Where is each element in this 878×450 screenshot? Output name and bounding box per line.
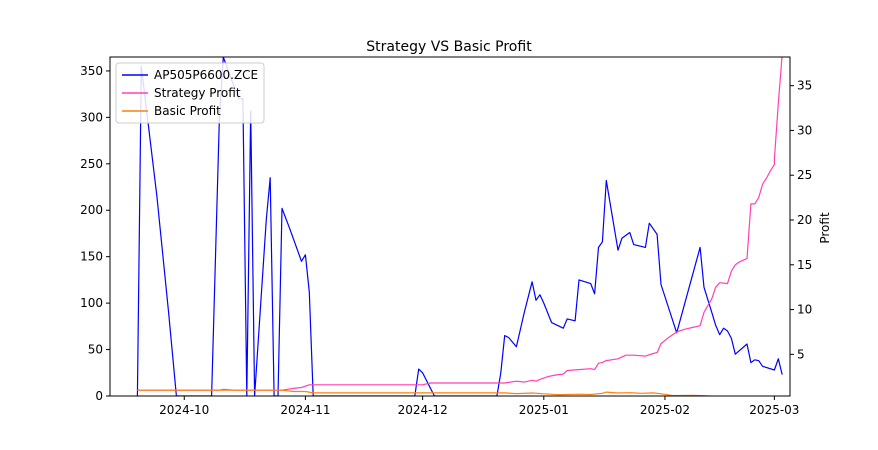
y-right-tick-label: 35 [797,79,812,93]
series-line-2 [137,57,783,391]
legend: AP505P6600.ZCE Strategy Profit Basic Profi… [115,62,265,124]
x-axis: 2024-10 2024-11 2024-12 2025-01 2025-02 2025-… [159,396,799,417]
y-right-tick-label: 5 [797,347,805,361]
legend-label: Basic Profit [154,104,221,118]
y-right-tick-label: 15 [797,258,812,272]
y-right-tick-label: 20 [797,213,812,227]
series-line-1 [136,57,783,396]
y-left-tick-label: 300 [80,110,103,124]
y-left-tick-label: 150 [80,250,103,264]
legend-label: AP505P6600.ZCE [154,68,258,82]
y-left-tick-label: 100 [80,296,103,310]
y-right-tick-label: 10 [797,303,812,317]
x-tick-label: 2024-12 [398,403,448,417]
y-left-tick-label: 200 [80,203,103,217]
y-axis-left: 0 50 100 150 200 250 300 350 [80,64,110,403]
y-axis-right: 5 10 15 20 25 30 35 [790,79,812,361]
x-tick-label: 2025-02 [640,403,690,417]
y-axis-right-label: Profit [818,212,832,244]
x-tick-label: 2024-10 [159,403,209,417]
y-right-tick-label: 30 [797,123,812,137]
legend-label: Strategy Profit [154,86,241,100]
x-tick-label: 2025-01 [519,403,569,417]
y-right-tick-label: 25 [797,168,812,182]
chart-title: Strategy VS Basic Profit [366,39,532,55]
plot-frame [109,56,791,397]
y-left-tick-label: 50 [88,343,103,357]
x-tick-label: 2025-03 [749,403,799,417]
y-left-tick-label: 250 [80,157,103,171]
legend-box [115,62,265,124]
y-left-tick-label: 350 [80,64,103,78]
x-tick-label: 2024-11 [280,403,330,417]
plot-area [109,56,791,397]
y-left-tick-label: 0 [95,389,103,403]
